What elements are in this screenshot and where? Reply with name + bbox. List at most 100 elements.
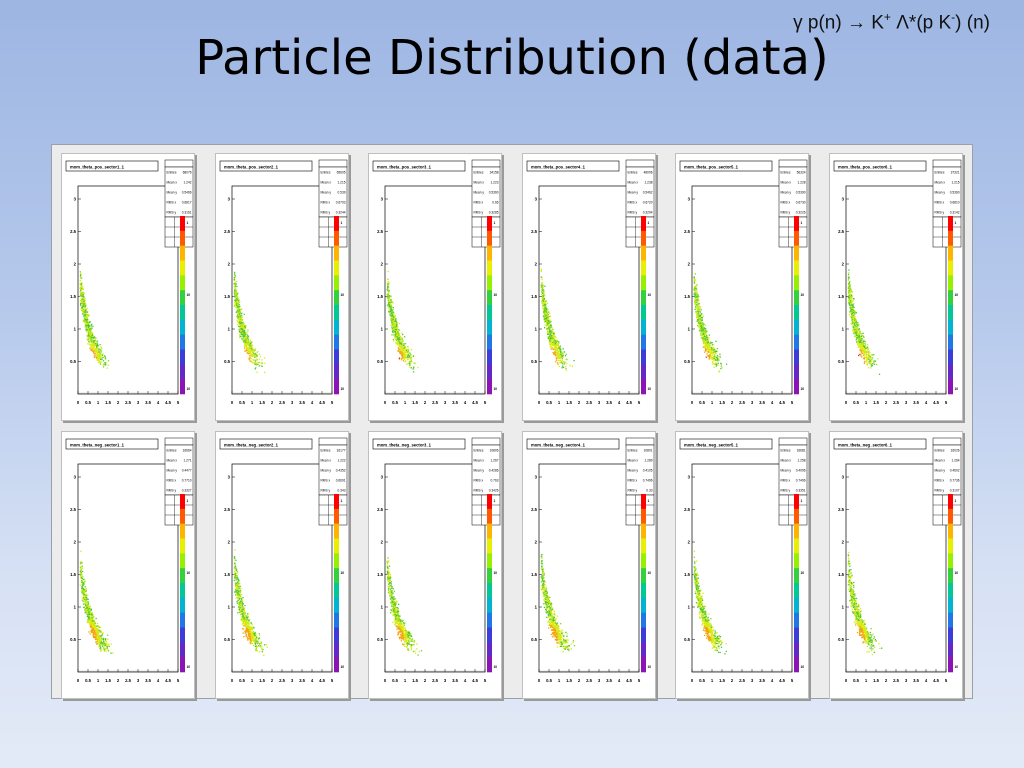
data-cell <box>242 334 244 337</box>
data-cell <box>392 306 394 309</box>
data-cell <box>251 355 253 358</box>
data-cell <box>92 620 94 623</box>
data-cell <box>540 292 543 294</box>
data-cell <box>707 340 709 343</box>
data-cell <box>715 364 718 367</box>
data-cell <box>83 581 85 583</box>
data-cell <box>243 347 245 349</box>
data-cell <box>547 339 550 341</box>
data-cell <box>697 301 699 303</box>
palette-band <box>487 334 492 350</box>
data-cell <box>84 315 86 318</box>
data-cell <box>548 319 550 321</box>
data-cell <box>80 292 82 294</box>
data-cell <box>551 331 553 333</box>
data-cell <box>853 319 856 321</box>
stat-label: RMS x <box>781 201 791 205</box>
data-cell <box>540 276 542 278</box>
data-cell <box>556 343 559 345</box>
data-cell <box>712 347 715 350</box>
data-cell <box>403 353 405 355</box>
data-cell <box>542 290 545 292</box>
stat-label: RMS y <box>167 211 177 215</box>
data-cell <box>565 353 567 355</box>
data-cell <box>79 277 82 279</box>
data-cell <box>563 363 565 365</box>
data-cell <box>720 365 722 367</box>
data-cell <box>710 346 713 349</box>
data-cell <box>715 350 717 353</box>
data-cell <box>558 347 560 350</box>
data-cell <box>548 328 550 331</box>
data-cell <box>233 290 236 292</box>
reaction-target: p(n) → K <box>802 12 884 34</box>
data-cell <box>97 637 99 640</box>
data-cell <box>546 314 548 317</box>
data-cell <box>405 348 407 350</box>
data-cell <box>849 299 851 302</box>
data-cell <box>864 347 866 350</box>
data-cell <box>391 312 393 315</box>
data-cell <box>849 297 851 299</box>
data-cell <box>85 330 88 333</box>
data-cell <box>698 330 701 332</box>
stat-value: 0.7710 <box>182 479 192 483</box>
data-cell <box>84 324 87 326</box>
data-cell <box>853 335 855 338</box>
data-cell <box>84 315 86 317</box>
data-cell <box>541 307 543 309</box>
data-cell <box>240 328 243 330</box>
reaction-decay: *(p K <box>908 12 952 34</box>
palette-band <box>947 290 953 306</box>
data-cell <box>546 313 548 316</box>
data-cell <box>701 326 703 329</box>
data-cell <box>88 335 90 337</box>
stat-label: Mean y <box>167 191 178 195</box>
data-cell <box>864 350 867 353</box>
data-cell <box>855 335 858 338</box>
data-cell <box>856 324 858 326</box>
data-cell <box>697 310 699 312</box>
data-cell <box>387 278 389 280</box>
data-cell <box>711 351 713 353</box>
data-cell <box>253 350 255 352</box>
x-tick-label: 2 <box>270 400 273 405</box>
data-cell <box>98 634 100 637</box>
data-cell <box>396 333 398 335</box>
data-cell <box>238 330 240 333</box>
data-cell <box>393 314 395 317</box>
data-cell <box>850 294 852 297</box>
y-tick-label: 2 <box>688 262 691 267</box>
data-cell <box>696 308 698 311</box>
data-cell <box>542 301 545 303</box>
data-cell <box>83 298 86 300</box>
data-cell <box>89 331 91 334</box>
data-cell <box>253 356 255 358</box>
data-cell <box>543 318 546 320</box>
data-cell <box>102 646 105 648</box>
data-cell <box>847 285 850 287</box>
data-cell <box>240 338 242 340</box>
data-cell <box>404 350 406 352</box>
data-cell <box>704 333 706 335</box>
data-cell <box>852 318 854 320</box>
data-cell <box>92 346 94 348</box>
x-tick-label: 2.5 <box>279 400 285 405</box>
data-cell <box>571 365 573 367</box>
stats-box <box>932 166 961 218</box>
data-cell <box>393 333 395 335</box>
data-cell <box>398 334 400 336</box>
data-cell <box>84 303 86 306</box>
data-cell <box>859 348 861 351</box>
data-cell <box>851 308 853 311</box>
data-cell <box>403 357 405 359</box>
data-cell <box>91 324 93 327</box>
data-cell <box>255 359 257 362</box>
data-cell <box>878 373 880 375</box>
x-tick-label: 3 <box>904 400 907 405</box>
data-cell <box>557 345 560 348</box>
data-cell <box>246 348 249 350</box>
x-tick-label: 4.5 <box>472 400 478 405</box>
data-cell <box>392 329 394 331</box>
data-cell <box>389 303 391 305</box>
